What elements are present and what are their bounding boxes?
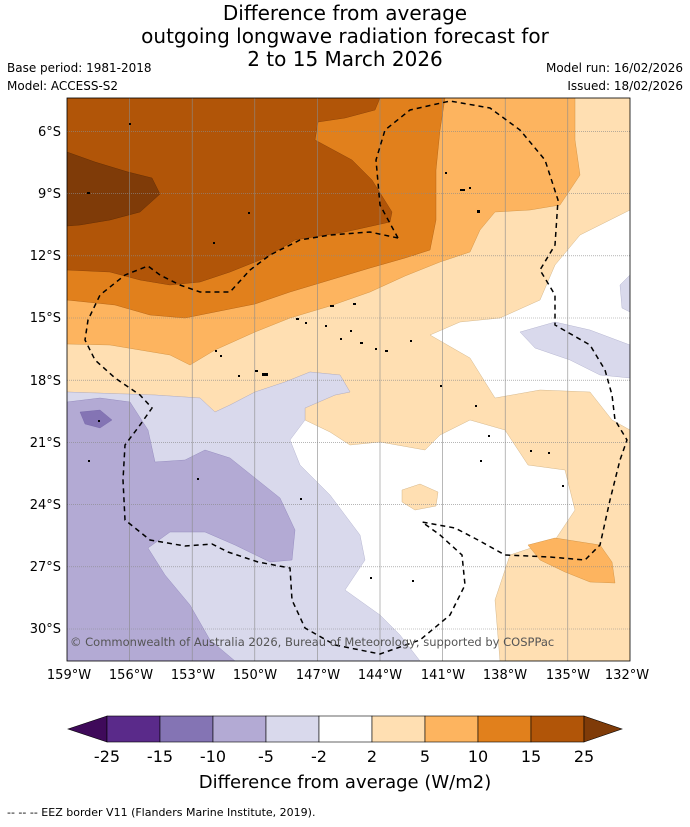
colorbar-swatch (371, 715, 426, 743)
issued-date: Issued: 18/02/2026 (567, 79, 683, 93)
anomaly-region-5-10-south (527, 537, 616, 584)
lon-label: 144°W (358, 668, 402, 683)
map-frame (66, 97, 631, 662)
colorbar-tick: -2 (311, 747, 327, 766)
anomaly-region-over-25 (67, 151, 161, 227)
lat-label: 21°S (30, 436, 61, 451)
colorbar-swatch (212, 715, 267, 743)
islands (87, 123, 564, 582)
title-line-2: outgoing longwave radiation forecast for (141, 24, 549, 48)
lon-label: 159°W (47, 668, 91, 683)
colorbar-arrow-low (67, 715, 108, 743)
lat-label: 27°S (30, 560, 61, 575)
lat-label: 6°S (38, 125, 61, 140)
title-line-3: 2 to 15 March 2026 (247, 47, 443, 71)
lat-label: 9°S (38, 187, 61, 202)
anomaly-region-2-5-patch (401, 483, 439, 511)
anomaly-map-area: © Commonwealth of Australia 2026, Bureau… (67, 98, 630, 661)
lon-label: 141°W (421, 668, 465, 683)
lon-label: 138°W (483, 668, 527, 683)
colorbar-tick: 15 (521, 747, 541, 766)
colorbar (67, 715, 623, 743)
colorbar-swatch (477, 715, 532, 743)
eez-legend-note: -- -- -- EEZ border V11 (Flanders Marine… (7, 806, 316, 819)
colorbar-arrow-high (583, 715, 623, 743)
copyright-notice: © Commonwealth of Australia 2026, Bureau… (70, 635, 554, 649)
title-line-1: Difference from average (222, 1, 468, 25)
lon-label: 153°W (171, 668, 215, 683)
chart-title: Difference from average outgoing longwav… (0, 2, 690, 71)
latitude-axis: 6°S 9°S 12°S 15°S 18°S 21°S 24°S 27°S 30… (30, 125, 61, 637)
meta-left: Base period: 1981-2018 Model: ACCESS-S2 (7, 59, 152, 95)
eez-border-cook-islands (84, 231, 466, 655)
colorbar-tick: -25 (94, 747, 120, 766)
eez-borders (84, 100, 628, 655)
lon-label: 132°W (605, 668, 649, 683)
anomaly-region-neg-10-15 (79, 409, 113, 429)
longitude-axis: 159°W 156°W 153°W 150°W 147°W 144°W 141°… (47, 668, 649, 683)
anomaly-region-15-25 (67, 98, 393, 286)
colorbar-swatch (318, 715, 373, 743)
colorbar-tick: -5 (258, 747, 274, 766)
colorbar-swatch (530, 715, 585, 743)
lon-label: 150°W (233, 668, 277, 683)
model-run: Model run: 16/02/2026 (545, 61, 683, 75)
colorbar-swatch (265, 715, 320, 743)
colorbar-tick: 10 (468, 747, 488, 766)
colorbar-swatch (106, 715, 161, 743)
lat-label: 15°S (30, 311, 61, 326)
lat-label: 24°S (30, 498, 61, 513)
lon-label: 147°W (296, 668, 340, 683)
colorbar-tick: -10 (200, 747, 226, 766)
colorbar-label: Difference from average (W/m2) (199, 772, 491, 793)
colorbar-tick: 25 (574, 747, 594, 766)
base-period: Base period: 1981-2018 (7, 61, 152, 75)
lon-label: 156°W (109, 668, 153, 683)
eez-border-french-polynesia (375, 100, 628, 561)
lon-label: 135°W (546, 668, 590, 683)
colorbar-tick: 2 (367, 747, 377, 766)
lat-label: 18°S (30, 374, 61, 389)
lat-label: 30°S (30, 622, 61, 637)
colorbar-tick: -15 (147, 747, 173, 766)
grid-lines (67, 98, 630, 661)
colorbar-ticks: -25 -15 -10 -5 -2 2 5 10 15 25 (94, 747, 594, 766)
colorbar-swatch (424, 715, 479, 743)
meta-right: Model run: 16/02/2026 Issued: 18/02/2026 (546, 59, 683, 95)
lat-label: 12°S (30, 249, 61, 264)
anomaly-region-neg-2-5-northeast (519, 321, 630, 379)
colorbar-swatch (159, 715, 214, 743)
colorbar-tick: 5 (420, 747, 430, 766)
anomaly-region-neg-2-5-edge (619, 274, 630, 313)
model-name: Model: ACCESS-S2 (7, 79, 119, 93)
